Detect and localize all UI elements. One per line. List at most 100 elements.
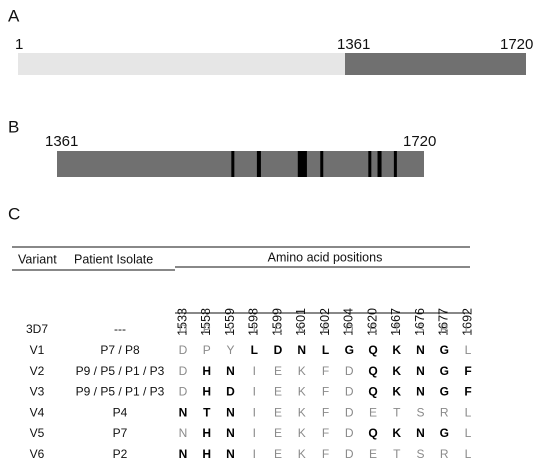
isolate: P2 [113,447,128,461]
residue: T [393,322,401,336]
variant: V5 [30,426,45,440]
residue: F [322,447,329,461]
panel-label: B [8,117,19,136]
isolate: P9 / P5 / P1 / P3 [76,385,165,399]
residue: N [297,343,306,357]
residue: F [464,364,471,378]
start-label: 1361 [45,133,78,150]
residue: F [322,426,329,440]
mutation-tick [368,151,372,177]
position-header: 1692 [460,308,474,336]
residue: Q [368,343,377,357]
residue: K [392,426,401,440]
mutation-tick [303,151,307,177]
isolate: P9 / P5 / P1 / P3 [76,364,165,378]
residue: Y [226,322,234,336]
residue: Q [368,364,377,378]
residue: P [203,322,211,336]
residue: I [253,322,256,336]
residue: G [440,364,449,378]
residue: E [274,364,282,378]
position-header: 1677 [437,308,451,336]
position-header: 1559 [223,308,237,336]
residue: D [345,364,354,378]
residue: E [274,322,282,336]
split-label: 1361 [337,36,370,53]
residue: R [440,447,449,461]
variant: V4 [30,405,45,419]
panel-label: C [8,204,20,223]
residue: D [274,343,283,357]
residue: L [465,426,472,440]
residue: T [393,447,401,461]
residue: E [369,447,377,461]
residue: D [345,405,354,419]
residue: H [202,426,211,440]
residue: T [393,405,401,419]
header: Amino acid positions [268,250,383,264]
residue: F [322,322,329,336]
residue: I [253,385,256,399]
residue: Y [226,343,234,357]
residue: K [392,364,401,378]
residue: L [465,405,472,419]
residue: I [253,447,256,461]
residue: D [345,322,354,336]
c-region [57,151,424,177]
residue: K [392,343,401,357]
position-header: 1533 [175,308,189,336]
mutation-tick [378,151,382,177]
residue: G [440,426,449,440]
residue: P [203,343,211,357]
residue: S [416,322,424,336]
residue: L [322,343,329,357]
position-header: 1599 [270,308,284,336]
residue: K [298,405,306,419]
position-header: 1667 [389,308,403,336]
residue: N [226,447,235,461]
mutation-tick [320,151,324,177]
mutation-tick [301,151,305,177]
residue: E [369,322,377,336]
residue: N [416,385,425,399]
residue: N [226,426,235,440]
residue: E [274,405,282,419]
residue: F [322,405,329,419]
residue: E [274,447,282,461]
residue: N [416,343,425,357]
position-header: 1604 [342,308,356,336]
position-header: 1620 [365,308,379,336]
residue: N [179,405,188,419]
residue: N [226,405,235,419]
n-region [18,53,345,75]
residue: R [440,322,449,336]
residue: D [345,426,354,440]
residue: F [464,385,471,399]
residue: E [369,405,377,419]
isolate: --- [114,322,126,336]
header: Patient Isolate [74,252,153,266]
residue: K [298,385,306,399]
residue: N [416,364,425,378]
mutation-tick [298,151,302,177]
residue: K [298,447,306,461]
residue: I [253,364,256,378]
end-label: 1720 [500,36,533,53]
residue: Q [368,426,377,440]
residue: H [202,447,211,461]
residue: N [416,426,425,440]
residue: E [274,426,282,440]
residue: G [440,385,449,399]
start-label: 1 [15,36,23,53]
position-header: 1598 [247,308,261,336]
residue: R [440,405,449,419]
residue: D [345,447,354,461]
residue: N [179,447,188,461]
residue: L [465,322,472,336]
position-header: 1676 [413,308,427,336]
end-label: 1720 [403,133,436,150]
mutation-tick [231,151,235,177]
residue: N [226,364,235,378]
